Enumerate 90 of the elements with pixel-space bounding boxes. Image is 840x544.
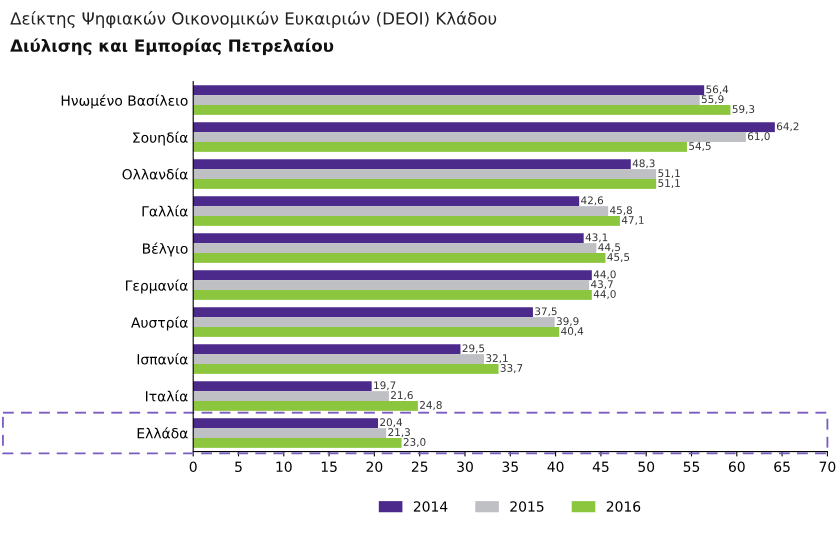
bar <box>193 122 775 132</box>
y-tick-label: Γαλλία <box>142 205 188 217</box>
x-tick-label: 45 <box>592 462 609 472</box>
data-label: 43,7 <box>591 280 613 290</box>
x-tick-label: 35 <box>502 461 518 472</box>
y-tick-label: Ολλανδία <box>122 168 188 180</box>
x-tick-label: 65 <box>774 461 790 472</box>
data-label: 42,6 <box>581 196 604 206</box>
data-label: 23,0 <box>404 438 426 447</box>
bar <box>193 142 687 152</box>
bar <box>193 391 389 401</box>
bar <box>193 85 704 96</box>
data-label: 45,5 <box>607 253 630 262</box>
bar <box>193 400 418 411</box>
bar <box>193 428 386 438</box>
bar <box>193 243 596 253</box>
legend-label: 2015 <box>510 501 544 512</box>
data-label: 19,7 <box>374 381 396 390</box>
bar <box>193 179 656 189</box>
data-label: 43,1 <box>586 233 608 242</box>
data-label: 44,0 <box>594 270 616 280</box>
bar <box>193 418 378 428</box>
data-label: 29,5 <box>462 344 484 354</box>
y-tick-label: Ηνωμένο Βασίλειο <box>62 94 188 109</box>
chart-subtitle: Διύλισης και Εμπορίας Πετρελαίου <box>10 38 334 56</box>
data-label: 61,0 <box>748 132 770 142</box>
bar <box>193 132 746 142</box>
bar <box>193 159 631 170</box>
bar <box>193 381 372 392</box>
bar <box>193 252 606 263</box>
data-label: 32,1 <box>486 354 508 364</box>
x-tick-label: 70 <box>820 461 836 472</box>
data-label: 51,1 <box>658 169 680 178</box>
y-tick-label: Αυστρία <box>131 316 188 330</box>
bar <box>193 206 608 216</box>
data-label: 21,6 <box>391 391 413 400</box>
x-tick-label: 20 <box>366 461 382 472</box>
bar <box>193 95 700 106</box>
x-tick-label: 55 <box>684 462 700 472</box>
data-label: 56,4 <box>706 85 728 94</box>
bar <box>193 169 656 180</box>
bar <box>193 364 499 374</box>
data-label: 54,5 <box>689 142 711 152</box>
x-tick-label: 30 <box>457 461 473 472</box>
bar <box>193 354 484 364</box>
data-label: 20,4 <box>380 418 402 428</box>
data-label: 44,5 <box>598 243 620 252</box>
x-tick-label: 5 <box>235 462 242 472</box>
bar <box>193 290 592 300</box>
bar <box>193 216 620 226</box>
y-tick-label: Σουηδία <box>133 132 188 146</box>
data-label: 45,8 <box>610 206 632 216</box>
bar <box>193 438 402 448</box>
x-tick-label: 0 <box>190 461 197 472</box>
legend-label: 2014 <box>414 501 448 512</box>
data-label: 47,1 <box>622 216 644 226</box>
y-tick-label: Ελλάδα <box>138 427 188 438</box>
y-tick-label: Ιταλία <box>146 390 188 402</box>
data-label: 55,9 <box>702 95 724 104</box>
x-tick-label: 40 <box>547 461 564 472</box>
bar <box>193 196 580 206</box>
data-label: 59,3 <box>732 105 754 114</box>
legend-label: 2016 <box>606 501 640 512</box>
bar <box>193 344 460 354</box>
data-label: 51,1 <box>658 179 680 188</box>
bar <box>193 233 584 244</box>
x-tick-label: 15 <box>322 462 337 472</box>
bar <box>193 317 555 327</box>
y-tick-label: Βέλγιο <box>143 242 188 257</box>
data-label: 33,7 <box>500 364 522 373</box>
data-label: 37,5 <box>535 307 557 316</box>
x-tick-label: 10 <box>276 461 292 472</box>
y-tick-label: Ισπανία <box>138 353 188 365</box>
data-label: 64,2 <box>776 122 798 132</box>
x-tick-label: 60 <box>728 461 745 472</box>
bar <box>193 326 560 337</box>
data-label: 40,4 <box>561 327 584 336</box>
data-label: 39,9 <box>556 317 579 326</box>
data-label: 21,3 <box>388 428 410 438</box>
data-label: 44,0 <box>594 290 616 300</box>
x-tick-label: 50 <box>638 461 654 472</box>
chart-title: Δείκτης Ψηφιακών Οικονομικών Ευκαιριών (DEOI) Κλάδου <box>10 11 496 28</box>
bar <box>193 307 533 318</box>
bar <box>193 270 592 280</box>
data-label: 48,3 <box>632 159 655 168</box>
y-tick-label: Γερμανία <box>126 280 188 294</box>
data-label: 24,8 <box>420 401 442 410</box>
bar <box>193 105 730 115</box>
bar <box>193 280 590 290</box>
x-tick-label: 25 <box>412 461 428 472</box>
